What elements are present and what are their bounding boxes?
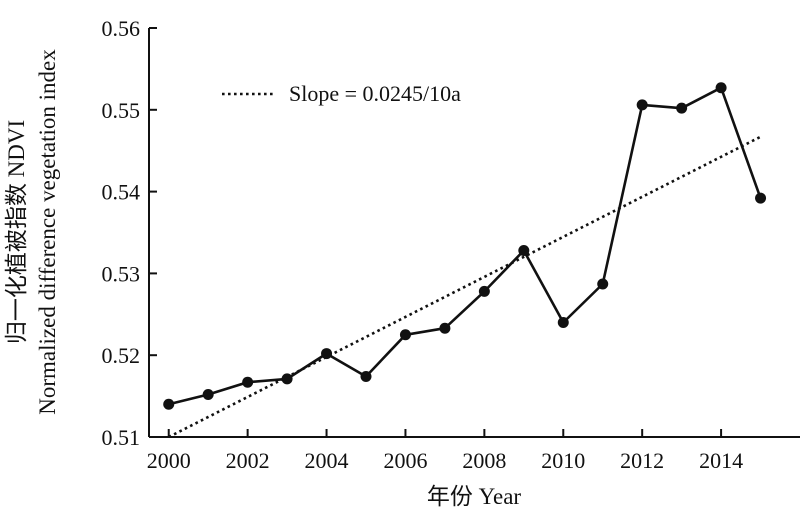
data-point bbox=[518, 245, 529, 256]
x-tick-label: 2008 bbox=[462, 448, 506, 473]
y-tick-label: 0.55 bbox=[102, 98, 141, 123]
series-layer bbox=[163, 82, 766, 410]
legend-trendline-label: Slope = 0.0245/10a bbox=[289, 81, 461, 106]
data-point bbox=[163, 399, 174, 410]
data-point bbox=[637, 99, 648, 110]
data-point bbox=[755, 193, 766, 204]
y-tick-label: 0.51 bbox=[102, 425, 141, 450]
y-tick-label: 0.56 bbox=[102, 16, 141, 41]
series-line bbox=[169, 88, 761, 405]
data-point bbox=[479, 286, 490, 297]
x-tick-label: 2010 bbox=[541, 448, 585, 473]
data-point bbox=[203, 389, 214, 400]
x-axis-title: 年份 Year bbox=[427, 484, 521, 509]
data-point bbox=[282, 373, 293, 384]
y-axis-title-line2: Normalized difference vegetation index bbox=[35, 49, 60, 415]
data-point bbox=[400, 329, 411, 340]
data-point bbox=[558, 317, 569, 328]
data-point bbox=[361, 371, 372, 382]
trendline bbox=[169, 137, 761, 437]
y-tick-label: 0.54 bbox=[102, 180, 141, 205]
x-tick-label: 2014 bbox=[699, 448, 743, 473]
legend: Slope = 0.0245/10a bbox=[222, 81, 461, 106]
x-tick-label: 2002 bbox=[226, 448, 270, 473]
data-point bbox=[716, 82, 727, 93]
data-point bbox=[597, 279, 608, 290]
x-tick-label: 2012 bbox=[620, 448, 664, 473]
data-point bbox=[321, 348, 332, 359]
x-tick-label: 2000 bbox=[147, 448, 191, 473]
y-tick-label: 0.52 bbox=[102, 343, 141, 368]
y-tick-label: 0.53 bbox=[102, 261, 141, 286]
y-axis-title-line1: 归一化植被指数 NDVI bbox=[4, 120, 29, 344]
x-tick-label: 2006 bbox=[383, 448, 427, 473]
data-point bbox=[676, 103, 687, 114]
x-tick-label: 2004 bbox=[305, 448, 349, 473]
trendline-layer bbox=[169, 137, 761, 437]
data-point bbox=[242, 377, 253, 388]
data-point bbox=[439, 323, 450, 334]
